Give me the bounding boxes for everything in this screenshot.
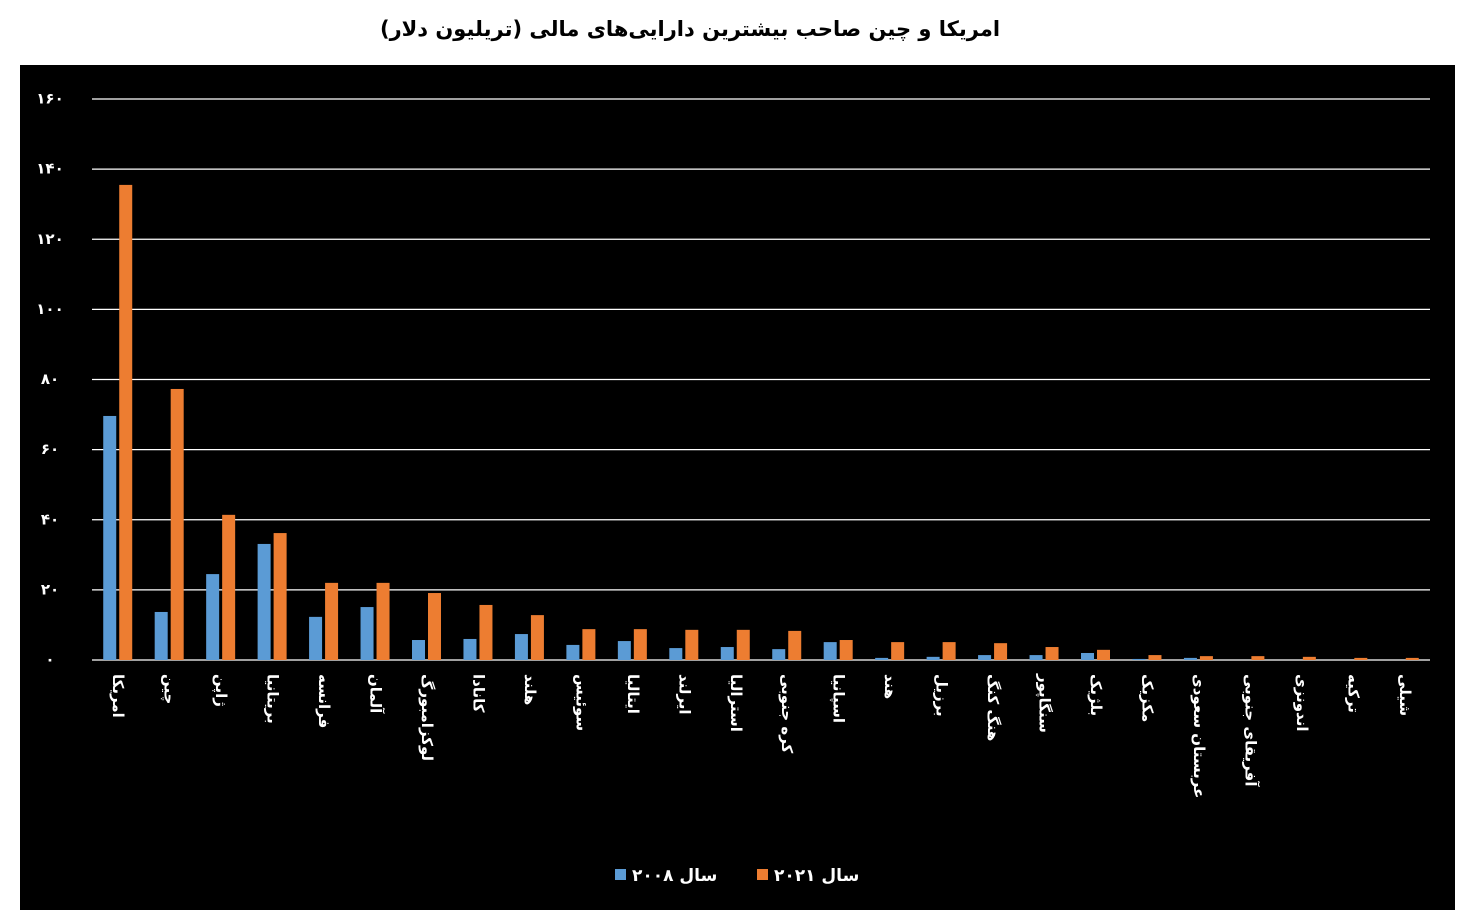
bar — [1302, 656, 1316, 660]
bar — [1251, 656, 1265, 660]
x-tick-label: فرانسه — [315, 674, 333, 728]
legend-label: سال ۲۰۲۱ — [774, 866, 859, 886]
x-tick-label: عربستان سعودی — [1190, 674, 1208, 798]
x-tick-label: ایرلند — [675, 674, 693, 715]
bar — [669, 648, 683, 660]
x-tick-label: سنگاپور — [1035, 673, 1054, 733]
bar — [926, 656, 940, 660]
bar — [823, 642, 837, 660]
bar — [633, 629, 647, 660]
bar — [1029, 655, 1043, 660]
bar — [1148, 655, 1162, 660]
y-tick-label: ۱۶۰ — [36, 90, 63, 108]
bar — [154, 611, 168, 660]
x-tick-label: امریکا — [109, 674, 127, 718]
bar — [1183, 657, 1197, 660]
y-tick-label: ۸۰ — [41, 370, 59, 388]
bar — [309, 616, 323, 660]
x-tick-label: هنگ کنگ — [984, 674, 1002, 741]
bar — [788, 630, 802, 660]
bar — [463, 638, 477, 660]
y-tick-label: ۲۰ — [41, 580, 59, 598]
legend-swatch — [615, 869, 626, 880]
bar — [1045, 647, 1059, 660]
bar — [1097, 649, 1110, 660]
y-tick-label: ۰ — [45, 651, 54, 669]
bar — [273, 533, 287, 660]
chart-background — [20, 65, 1455, 910]
bar — [428, 593, 441, 660]
x-tick-label: مکزیک — [1138, 674, 1156, 722]
bar — [222, 514, 236, 660]
bar — [119, 184, 133, 660]
x-tick-label: چین — [160, 674, 179, 704]
bar — [530, 615, 544, 660]
x-tick-label: آفریقای جنوبی — [1241, 674, 1259, 787]
bar — [257, 543, 271, 660]
bar — [1405, 657, 1419, 660]
bar — [412, 640, 425, 660]
y-tick-label: ۱۴۰ — [36, 160, 63, 178]
bar — [325, 582, 339, 660]
x-tick-label: کره جنوبی — [778, 674, 796, 754]
legend-label: سال ۲۰۰۸ — [632, 866, 717, 886]
x-tick-label: استرالیا — [727, 674, 745, 732]
y-tick-label: ۱۲۰ — [36, 230, 63, 248]
bar — [942, 642, 956, 660]
bar — [1199, 656, 1213, 660]
bar — [1132, 658, 1146, 660]
x-tick-label: شیلی — [1396, 674, 1414, 716]
x-tick-label: سوئیس — [572, 674, 590, 731]
chart-title: امریکا و چین صاحب بیشترین دارایی‌های مال… — [380, 17, 1000, 41]
legend-swatch — [757, 869, 768, 880]
bar — [582, 629, 596, 660]
x-tick-label: لوکزامبورگ — [418, 674, 436, 761]
x-tick-label: بریتانیا — [264, 674, 282, 724]
bar — [891, 642, 905, 660]
x-tick-label: برزیل — [933, 674, 951, 717]
y-tick-label: ۴۰ — [41, 510, 59, 528]
x-tick-label: اندونزی — [1293, 674, 1311, 731]
x-tick-label: ژاپن — [211, 674, 230, 707]
bar — [1354, 657, 1368, 660]
bar — [720, 647, 734, 660]
bar — [103, 415, 117, 660]
x-tick-label: هند — [881, 674, 899, 699]
bar — [772, 649, 786, 660]
x-tick-label: آلمان — [367, 674, 385, 714]
x-tick-label: بلژیک — [1087, 674, 1105, 716]
bar — [736, 629, 750, 660]
bar — [376, 582, 390, 660]
bar — [994, 643, 1008, 660]
bar — [978, 655, 992, 660]
bar — [566, 644, 580, 660]
bar — [170, 388, 184, 660]
bar — [685, 629, 699, 660]
bar — [514, 634, 528, 660]
bar — [206, 574, 220, 660]
x-tick-label: اسپانیا — [829, 674, 848, 723]
bar — [479, 604, 493, 660]
x-tick-label: ترکیه — [1344, 674, 1362, 713]
y-tick-label: ۱۰۰ — [36, 300, 63, 318]
bar — [875, 657, 889, 660]
x-tick-label: ایتالیا — [624, 674, 642, 714]
bar — [1081, 652, 1094, 660]
x-tick-label: هلند — [521, 674, 539, 705]
bar — [360, 607, 374, 660]
y-tick-label: ۶۰ — [41, 440, 59, 458]
x-tick-label: کانادا — [469, 674, 487, 713]
bar — [839, 640, 853, 660]
bar — [617, 641, 631, 660]
